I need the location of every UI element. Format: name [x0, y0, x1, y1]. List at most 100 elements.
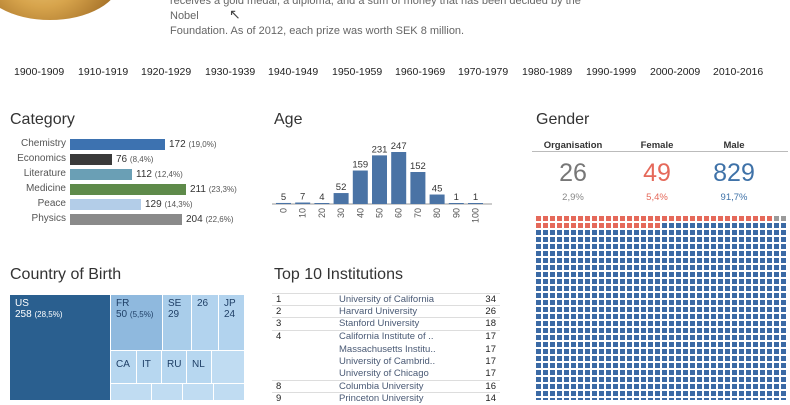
waffle-cell — [690, 300, 695, 305]
country-cell-small[interactable] — [214, 384, 244, 400]
decade-filter-1960-1969[interactable]: 1960-1969 — [395, 66, 446, 78]
category-row-physics[interactable]: Physics 204 (22,6%) — [0, 213, 260, 226]
waffle-cell — [669, 230, 674, 235]
category-bar[interactable] — [70, 184, 186, 195]
waffle-cell — [599, 223, 604, 228]
decade-filter-1950-1959[interactable]: 1950-1959 — [332, 66, 383, 78]
institution-row[interactable]: Massachusetts Institu.. 17 — [272, 344, 500, 356]
country-cell-it[interactable]: IT — [137, 351, 161, 383]
category-bar[interactable] — [70, 154, 112, 165]
age-bar-40[interactable] — [352, 170, 368, 204]
waffle-cell — [767, 377, 772, 382]
waffle-cell — [718, 391, 723, 396]
waffle-cell — [655, 335, 660, 340]
age-bar-50[interactable] — [372, 155, 387, 204]
country-cell-se[interactable]: SE 29 — [163, 295, 191, 350]
category-row-literature[interactable]: Literature 112 (12,4%) — [0, 168, 260, 181]
waffle-cell — [669, 272, 674, 277]
category-bar[interactable] — [70, 199, 141, 210]
decade-filter-1920-1929[interactable]: 1920-1929 — [141, 66, 192, 78]
waffle-cell — [613, 223, 618, 228]
category-bar[interactable] — [70, 214, 182, 225]
waffle-cell — [683, 363, 688, 368]
waffle-cell — [718, 237, 723, 242]
institution-row[interactable]: 9 Princeton University 14 — [272, 392, 500, 405]
age-bar-20[interactable] — [314, 203, 330, 204]
country-cell-ca[interactable]: CA — [111, 351, 136, 383]
waffle-cell — [592, 321, 597, 326]
decade-filter-2010-2016[interactable]: 2010-2016 — [713, 66, 764, 78]
decade-filter-1940-1949[interactable]: 1940-1949 — [268, 66, 319, 78]
waffle-cell — [557, 398, 562, 400]
age-bar-60[interactable] — [391, 152, 407, 204]
waffle-cell — [669, 377, 674, 382]
waffle-cell — [585, 293, 590, 298]
waffle-cell — [760, 300, 765, 305]
waffle-cell — [767, 244, 772, 249]
country-cell-small[interactable] — [152, 384, 182, 400]
age-bar-80[interactable] — [429, 194, 445, 204]
waffle-cell — [557, 223, 562, 228]
waffle-cell — [753, 391, 758, 396]
decade-filter-1900-1909[interactable]: 1900-1909 — [14, 66, 65, 78]
category-bar[interactable] — [70, 169, 132, 180]
country-cell-ru[interactable]: RU — [162, 351, 186, 383]
waffle-cell — [578, 356, 583, 361]
decade-filter-1980-1989[interactable]: 1980-1989 — [522, 66, 573, 78]
country-cell-small[interactable] — [212, 351, 244, 383]
waffle-cell — [767, 328, 772, 333]
decade-filter-1910-1919[interactable]: 1910-1919 — [78, 66, 129, 78]
category-bar[interactable] — [70, 139, 165, 150]
waffle-cell — [683, 314, 688, 319]
category-row-chemistry[interactable]: Chemistry 172 (19,0%) — [0, 138, 260, 151]
waffle-cell — [592, 370, 597, 375]
age-bar-30[interactable] — [333, 193, 349, 204]
waffle-cell — [648, 342, 653, 347]
category-row-economics[interactable]: Economics 76 (8,4%) — [0, 153, 260, 166]
age-bar-90[interactable] — [448, 203, 464, 204]
waffle-cell — [711, 307, 716, 312]
country-cell-nl[interactable]: NL — [187, 351, 211, 383]
waffle-cell — [648, 335, 653, 340]
country-cell-jp[interactable]: JP 24 — [219, 295, 244, 350]
country-cell-small[interactable] — [183, 384, 213, 400]
waffle-cell — [578, 258, 583, 263]
waffle-cell — [739, 384, 744, 389]
decade-filter-2000-2009[interactable]: 2000-2009 — [650, 66, 701, 78]
institution-row[interactable]: 3 Stanford University 18 — [272, 317, 500, 330]
waffle-cell — [648, 384, 653, 389]
waffle-cell — [753, 356, 758, 361]
institution-row[interactable]: 2 Harvard University 26 — [272, 305, 500, 318]
waffle-cell — [571, 300, 576, 305]
waffle-cell — [774, 258, 779, 263]
country-cell-fr[interactable]: FR 50 (5,5%) — [111, 295, 162, 350]
country-cell-other[interactable]: 26 — [192, 295, 218, 350]
waffle-cell — [725, 244, 730, 249]
institution-row[interactable]: University of Chicago 17 — [272, 368, 500, 380]
waffle-cell — [725, 363, 730, 368]
waffle-cell — [753, 272, 758, 277]
country-cell-small[interactable] — [111, 384, 151, 400]
age-bar-70[interactable] — [410, 172, 426, 204]
row-divider — [272, 330, 500, 331]
decade-filter-1970-1979[interactable]: 1970-1979 — [458, 66, 509, 78]
decade-filter-1990-1999[interactable]: 1990-1999 — [586, 66, 637, 78]
age-tick-label: 90 — [451, 208, 461, 218]
category-row-peace[interactable]: Peace 129 (14,3%) — [0, 198, 260, 211]
waffle-cell — [585, 237, 590, 242]
institution-row[interactable]: 8 Columbia University 16 — [272, 380, 500, 393]
waffle-cell — [634, 391, 639, 396]
age-bar-10[interactable] — [295, 202, 311, 204]
decade-filter-1930-1939[interactable]: 1930-1939 — [205, 66, 256, 78]
waffle-cell — [760, 258, 765, 263]
institution-row[interactable]: 4 California Institute of .. 17 — [272, 330, 500, 343]
institution-row[interactable]: 1 University of California 34 — [272, 293, 500, 306]
age-bar-0[interactable] — [276, 202, 291, 204]
waffle-cell — [725, 356, 730, 361]
age-bar-100[interactable] — [468, 203, 483, 204]
waffle-cell — [634, 398, 639, 400]
country-cell-us[interactable]: US 258 (28,5%) — [10, 295, 110, 400]
institution-row[interactable]: University of Cambrid.. 17 — [272, 356, 500, 368]
category-row-medicine[interactable]: Medicine 211 (23,3%) — [0, 183, 260, 196]
waffle-cell — [641, 265, 646, 270]
